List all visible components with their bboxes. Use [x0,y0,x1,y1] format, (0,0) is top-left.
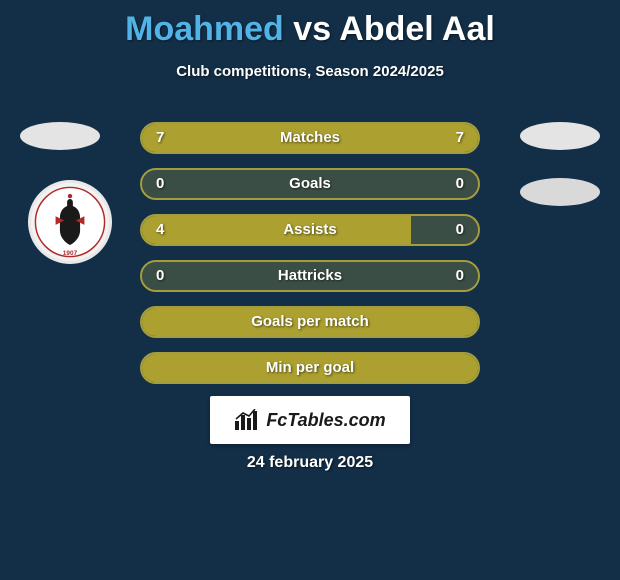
bar-label: Goals [142,170,478,198]
stat-row-goals-per-match: Goals per match [140,306,480,338]
stat-row-min-per-goal: Min per goal [140,352,480,384]
stat-row-assists: 40Assists [140,214,480,246]
vs-text: vs [293,10,331,48]
player2-avatar-placeholder [520,122,600,150]
al-ahly-badge-icon: 1907 [34,186,106,258]
player1-club-badge: 1907 [28,180,112,264]
footer-date: 24 february 2025 [0,454,620,472]
bars-icon [234,409,260,431]
stats-bars: 77Matches 00Goals 40Assists 00Hattricks Goal… [140,122,480,398]
subtitle: Club competitions, Season 2024/2025 [0,63,620,80]
fctables-text: FcTables.com [266,410,385,431]
bar-label: Assists [142,216,478,244]
player2-name: Abdel Aal [339,10,495,48]
player2-club-placeholder [520,178,600,206]
svg-text:1907: 1907 [63,250,78,257]
stat-row-goals: 00Goals [140,168,480,200]
comparison-title: Moahmed vs Abdel Aal [0,0,620,49]
fctables-logo[interactable]: FcTables.com [210,396,410,444]
stat-row-matches: 77Matches [140,122,480,154]
bar-label: Hattricks [142,262,478,290]
bar-label: Matches [142,124,478,152]
player1-name: Moahmed [125,10,284,48]
stat-row-hattricks: 00Hattricks [140,260,480,292]
bar-label: Goals per match [142,308,478,336]
bar-label: Min per goal [142,354,478,382]
player1-avatar-placeholder [20,122,100,150]
